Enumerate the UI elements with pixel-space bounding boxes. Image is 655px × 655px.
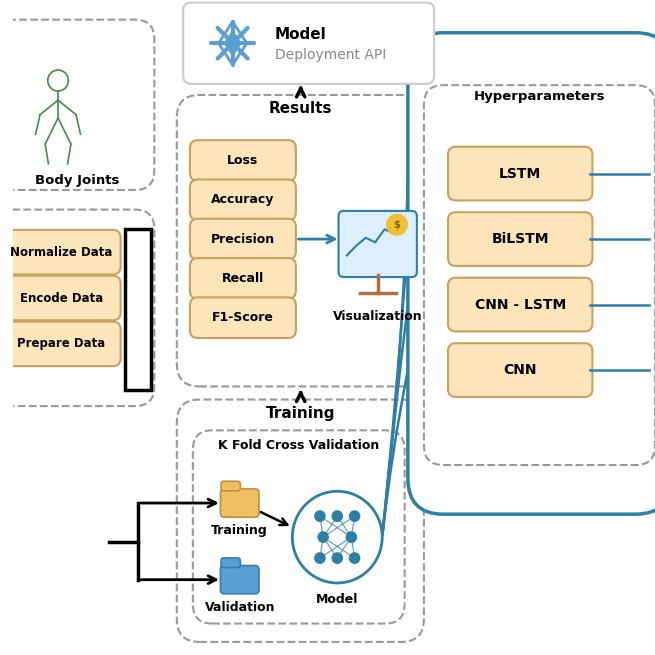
Text: F1-Score: F1-Score: [212, 311, 274, 324]
Text: Prepare Data: Prepare Data: [17, 337, 105, 350]
FancyArrowPatch shape: [383, 307, 407, 534]
Text: Precision: Precision: [211, 233, 275, 246]
Polygon shape: [225, 31, 240, 55]
Text: Normalize Data: Normalize Data: [10, 246, 113, 259]
Text: K Fold Cross Validation: K Fold Cross Validation: [218, 439, 379, 452]
Circle shape: [314, 552, 326, 564]
Text: Model: Model: [316, 593, 358, 606]
FancyBboxPatch shape: [190, 140, 296, 181]
Text: Encode Data: Encode Data: [20, 291, 103, 305]
Circle shape: [331, 552, 343, 564]
Circle shape: [349, 510, 360, 522]
Circle shape: [318, 531, 329, 543]
Circle shape: [331, 510, 343, 522]
Bar: [126, 229, 151, 390]
Text: Recall: Recall: [222, 272, 264, 285]
Circle shape: [349, 552, 360, 564]
FancyBboxPatch shape: [221, 558, 240, 567]
Text: Deployment API: Deployment API: [275, 48, 386, 62]
Text: Visualization: Visualization: [333, 310, 422, 323]
Text: LSTM: LSTM: [499, 166, 541, 181]
FancyBboxPatch shape: [190, 258, 296, 299]
FancyBboxPatch shape: [448, 212, 592, 266]
FancyBboxPatch shape: [221, 481, 240, 491]
FancyBboxPatch shape: [190, 179, 296, 220]
FancyBboxPatch shape: [448, 147, 592, 200]
Text: Loss: Loss: [227, 154, 259, 167]
FancyBboxPatch shape: [2, 230, 121, 274]
Circle shape: [314, 510, 326, 522]
FancyBboxPatch shape: [448, 343, 592, 397]
Text: BiLSTM: BiLSTM: [491, 232, 549, 246]
FancyBboxPatch shape: [448, 278, 592, 331]
Text: Accuracy: Accuracy: [211, 193, 274, 206]
FancyArrowPatch shape: [383, 176, 408, 534]
Text: Validation: Validation: [204, 601, 275, 614]
Text: Training: Training: [212, 524, 268, 537]
Text: Training: Training: [266, 407, 335, 421]
Text: CNN - LSTM: CNN - LSTM: [475, 297, 566, 312]
FancyBboxPatch shape: [183, 3, 434, 84]
Text: $: $: [394, 219, 400, 230]
FancyBboxPatch shape: [2, 276, 121, 320]
FancyBboxPatch shape: [221, 565, 259, 594]
Circle shape: [292, 491, 383, 583]
Text: Body Joints: Body Joints: [35, 174, 119, 187]
Circle shape: [346, 531, 357, 543]
FancyArrowPatch shape: [383, 242, 407, 534]
FancyBboxPatch shape: [190, 297, 296, 338]
Circle shape: [386, 214, 408, 236]
Text: Model: Model: [275, 27, 327, 41]
FancyBboxPatch shape: [408, 33, 655, 514]
FancyBboxPatch shape: [221, 489, 259, 517]
FancyBboxPatch shape: [339, 211, 417, 277]
FancyBboxPatch shape: [2, 322, 121, 366]
Text: CNN: CNN: [504, 363, 537, 377]
Text: Hyperparameters: Hyperparameters: [474, 90, 605, 103]
FancyBboxPatch shape: [190, 219, 296, 259]
FancyArrowPatch shape: [383, 373, 407, 534]
Text: Results: Results: [269, 101, 333, 115]
